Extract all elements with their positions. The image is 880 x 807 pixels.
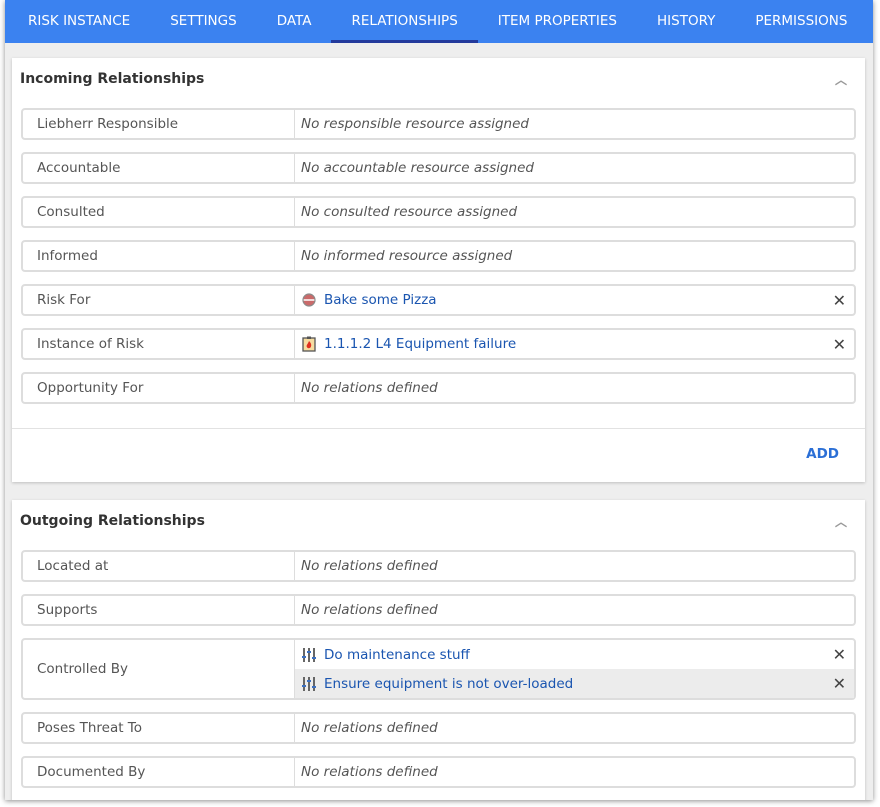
relation-item: Ensure equipment is not over-loaded ✕ [295, 669, 854, 698]
relationship-row: Controlled By Do maintenance stuff ✕ Ensure… [21, 638, 856, 700]
empty-placeholder: No accountable resource assigned [301, 160, 534, 176]
relationship-value: No relations defined [295, 596, 854, 624]
tab-risk-instance[interactable]: RISK INSTANCE [28, 13, 131, 29]
collapse-chevron-icon[interactable]: ︿ [834, 514, 847, 529]
relationship-value: Bake some Pizza ✕ [295, 286, 854, 314]
relationship-row: Opportunity For No relations defined [21, 372, 856, 404]
tab-permissions[interactable]: PERMISSIONS [755, 13, 848, 29]
tab-relationships[interactable]: RELATIONSHIPS [331, 0, 479, 43]
relationship-label: Instance of Risk [23, 330, 295, 358]
relation-item: Do maintenance stuff ✕ [295, 640, 854, 669]
empty-placeholder: No relations defined [301, 602, 438, 618]
process-icon [301, 292, 317, 308]
relationship-label: Poses Threat To [23, 714, 295, 742]
remove-relation-close-icon[interactable]: ✕ [832, 290, 846, 310]
relationship-label: Liebherr Responsible [23, 110, 295, 138]
relationship-value: No relations defined [295, 552, 854, 580]
control-sliders-icon [301, 676, 317, 692]
remove-relation-close-icon[interactable]: ✕ [832, 645, 846, 664]
relationship-row: Accountable No accountable resource assig… [21, 152, 856, 184]
tab-history[interactable]: HISTORY [657, 13, 716, 29]
relation-item: 1.1.1.2 L4 Equipment failure ✕ [295, 330, 854, 358]
relationship-label: Informed [23, 242, 295, 270]
window: RISK INSTANCE SETTINGS DATA RELATIONSHIPS IT… [5, 0, 873, 800]
remove-relation-close-icon[interactable]: ✕ [832, 334, 846, 354]
relationship-row: Informed No informed resource assigned [21, 240, 856, 272]
panel-title: Outgoing Relationships [20, 513, 205, 529]
relation-link[interactable]: Do maintenance stuff [324, 646, 470, 663]
relationship-label: Consulted [23, 198, 295, 226]
relationship-row: Instance of Risk 1.1.1.2 L4 Equipment fai… [21, 328, 856, 360]
remove-relation-close-icon[interactable]: ✕ [832, 674, 846, 693]
tab-item-properties[interactable]: ITEM PROPERTIES [497, 13, 618, 29]
control-sliders-icon [301, 647, 317, 663]
relationship-row: Supports No relations defined [21, 594, 856, 626]
collapse-chevron-icon[interactable]: ︿ [834, 72, 847, 87]
relationship-value: Do maintenance stuff ✕ Ensure equipment is… [295, 640, 854, 698]
relationship-row: Poses Threat To No relations defined [21, 712, 856, 744]
relation-item: Bake some Pizza ✕ [295, 286, 854, 314]
relationship-value: No informed resource assigned [295, 242, 854, 270]
relationship-label: Controlled By [23, 640, 295, 698]
relationship-value: No responsible resource assigned [295, 110, 854, 138]
panel-title: Incoming Relationships [20, 71, 205, 87]
relationship-label: Located at [23, 552, 295, 580]
relationship-label: Accountable [23, 154, 295, 182]
relationship-value: No relations defined [295, 714, 854, 742]
relationship-label: Documented By [23, 758, 295, 786]
tab-settings[interactable]: SETTINGS [170, 13, 237, 29]
relationship-row: Located at No relations defined [21, 550, 856, 582]
empty-placeholder: No relations defined [301, 380, 438, 396]
relationship-row: Consulted No consulted resource assigned [21, 196, 856, 228]
relation-link[interactable]: Bake some Pizza [324, 292, 437, 308]
relationship-value: No relations defined [295, 758, 854, 786]
relationship-label: Risk For [23, 286, 295, 314]
add-button[interactable]: ADD [806, 446, 839, 462]
incoming-relationships-panel: Incoming Relationships ︿ ADD Liebherr Res… [12, 58, 865, 482]
relationship-label: Opportunity For [23, 374, 295, 402]
empty-placeholder: No relations defined [301, 558, 438, 574]
empty-placeholder: No relations defined [301, 764, 438, 780]
relationship-value: No consulted resource assigned [295, 198, 854, 226]
relationship-row: Liebherr Responsible No responsible resou… [21, 108, 856, 140]
relationship-value: No relations defined [295, 374, 854, 402]
relationship-value: No accountable resource assigned [295, 154, 854, 182]
empty-placeholder: No consulted resource assigned [301, 204, 518, 220]
relationship-row: Documented By No relations defined [21, 756, 856, 788]
outgoing-relationships-panel: Outgoing Relationships ︿ Located at No rel… [12, 500, 865, 800]
empty-placeholder: No relations defined [301, 720, 438, 736]
tab-data[interactable]: DATA [276, 13, 312, 29]
relation-link[interactable]: 1.1.1.2 L4 Equipment failure [324, 336, 517, 352]
relationship-value: 1.1.1.2 L4 Equipment failure ✕ [295, 330, 854, 358]
relationship-row: Risk For Bake some Pizza ✕ [21, 284, 856, 316]
risk-fire-icon [301, 336, 317, 352]
tab-bar: RISK INSTANCE SETTINGS DATA RELATIONSHIPS IT… [5, 0, 873, 43]
empty-placeholder: No informed resource assigned [301, 248, 513, 264]
divider [12, 428, 865, 429]
relation-link[interactable]: Ensure equipment is not over-loaded [324, 675, 574, 692]
empty-placeholder: No responsible resource assigned [301, 116, 529, 132]
relationship-label: Supports [23, 596, 295, 624]
